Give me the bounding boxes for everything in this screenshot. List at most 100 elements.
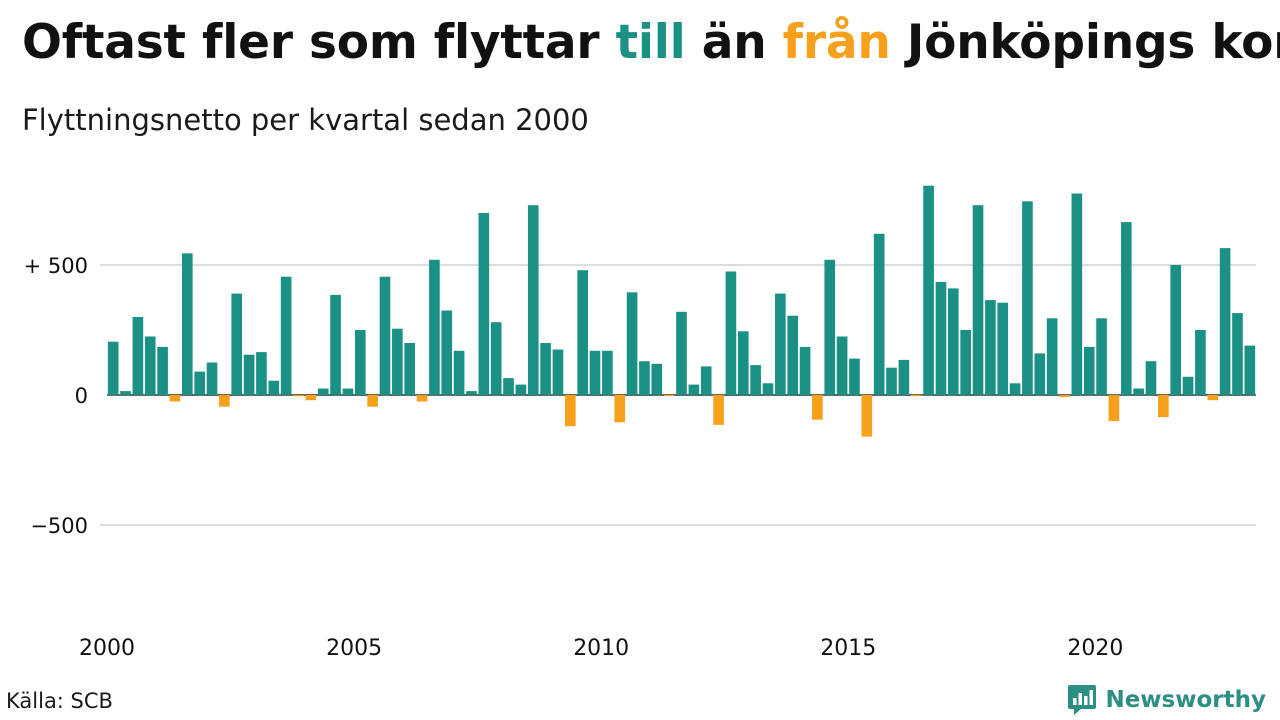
x-tick-label: 2020 — [1067, 636, 1123, 661]
x-tick-label: 2000 — [79, 636, 135, 661]
newsworthy-logo-icon — [1068, 685, 1097, 715]
bar — [725, 271, 737, 395]
bar — [404, 343, 416, 395]
bar — [762, 383, 774, 395]
bar — [293, 395, 304, 397]
bar — [219, 395, 230, 407]
bar — [330, 294, 341, 395]
bar — [985, 300, 996, 395]
bar — [107, 341, 119, 395]
x-tick-label: 2015 — [820, 636, 876, 661]
bar — [490, 322, 502, 395]
bar — [589, 350, 601, 395]
bar — [947, 288, 959, 395]
bar — [960, 330, 971, 395]
chart-title: Oftast fler som flyttar till än från Jön… — [22, 12, 1280, 74]
bar — [144, 336, 156, 395]
title-text-start: Oftast fler som flyttar — [22, 15, 616, 70]
x-tick-label: 2010 — [573, 636, 629, 661]
bar — [169, 395, 181, 402]
bar — [997, 302, 1009, 395]
bar — [663, 395, 675, 396]
bar — [243, 354, 255, 395]
bar — [466, 391, 477, 395]
bar — [972, 205, 984, 395]
bar — [515, 384, 527, 395]
bar — [317, 388, 329, 395]
bar — [120, 391, 131, 395]
title-text-end: Jönköpings kommun — [906, 15, 1280, 70]
bar — [836, 336, 848, 395]
bar — [379, 276, 391, 395]
bar — [676, 311, 687, 395]
bar — [231, 293, 243, 395]
bar — [1022, 201, 1033, 395]
bars — [107, 185, 1256, 437]
bar — [1195, 330, 1206, 395]
bar — [750, 365, 761, 395]
bar — [886, 367, 897, 395]
bar — [1244, 345, 1256, 395]
axis-labels: + 500 0 −500 2000 2005 2010 2015 2020 — [24, 254, 1124, 661]
y-tick-label: + 500 — [24, 254, 88, 278]
bar — [1046, 318, 1058, 395]
bar — [639, 361, 650, 395]
bar — [564, 395, 576, 427]
bar — [194, 371, 205, 395]
bar — [824, 259, 836, 395]
bar — [626, 292, 638, 395]
y-tick-label: 0 — [75, 384, 88, 408]
x-tick-label: 2005 — [326, 636, 382, 661]
bar — [1232, 313, 1243, 395]
bar — [700, 366, 712, 395]
bar — [305, 395, 317, 401]
bar — [602, 350, 613, 395]
bar — [577, 270, 588, 395]
bar — [873, 233, 885, 395]
bar — [1096, 318, 1107, 395]
bar — [910, 395, 922, 396]
bar — [478, 213, 490, 395]
bar — [688, 384, 700, 395]
bar-chart: + 500 0 −500 2000 2005 2010 2015 2020 — [24, 185, 1256, 661]
title-text-middle: än — [685, 15, 783, 70]
bar — [157, 346, 168, 395]
bar — [1219, 248, 1231, 395]
bar — [651, 363, 663, 395]
bar — [1158, 395, 1169, 418]
bar — [1120, 222, 1132, 395]
bar — [713, 395, 724, 425]
bar — [367, 395, 378, 407]
bar — [280, 276, 292, 395]
bar — [206, 362, 218, 395]
y-tick-label: −500 — [30, 514, 88, 538]
title-highlight-fran: från — [782, 15, 891, 70]
bar — [799, 346, 811, 395]
bar — [1170, 265, 1182, 395]
bar — [453, 350, 465, 395]
bar — [849, 358, 860, 395]
bar — [935, 281, 947, 395]
bar — [256, 352, 267, 395]
bar — [392, 328, 403, 395]
bar — [503, 378, 514, 395]
bar — [1133, 388, 1144, 395]
bar — [923, 185, 934, 395]
bar — [1145, 361, 1157, 395]
bar — [1059, 395, 1070, 398]
bar — [429, 259, 440, 395]
bar — [737, 331, 749, 395]
bar — [132, 317, 144, 395]
bar — [342, 388, 354, 395]
bar — [527, 205, 539, 395]
bar — [1083, 346, 1095, 395]
bar — [1207, 395, 1219, 401]
chart-subtitle: Flyttningsnetto per kvartal sedan 2000 — [22, 103, 589, 137]
title-highlight-till: till — [615, 15, 686, 70]
bar — [268, 380, 280, 395]
bar — [354, 330, 366, 395]
bar — [1034, 353, 1046, 395]
brand-name: Newsworthy — [1105, 687, 1266, 713]
source-note: Källa: SCB — [6, 689, 113, 713]
bar — [416, 395, 428, 402]
